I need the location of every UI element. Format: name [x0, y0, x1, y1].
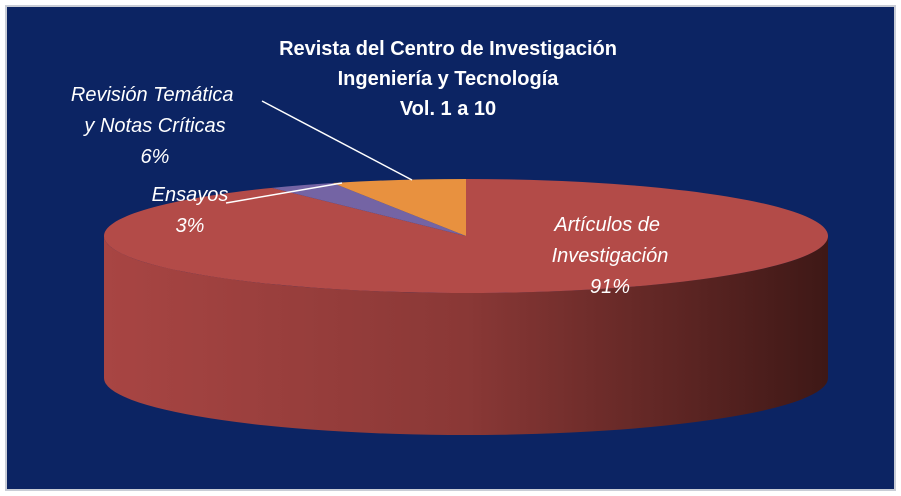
pie-slice	[272, 183, 466, 236]
label-line: Artículos de	[553, 214, 665, 236]
chart-title: Ingeniería y Tecnología	[338, 68, 560, 90]
labels: Artículos de Investigación 91% Ensayos 3% Re…	[71, 84, 668, 298]
label-line: Revisión Temática	[71, 84, 239, 106]
value-label: 3%	[176, 215, 205, 237]
slice-label: Revisión Temática y Notas Críticas	[71, 84, 239, 137]
label-line: Investigación	[552, 245, 669, 267]
pie-slice	[332, 179, 466, 236]
label-line: y Notas Críticas	[82, 115, 225, 137]
pie-side	[104, 236, 828, 435]
slice-label: Artículos de Investigación	[552, 214, 669, 267]
chart-title: Revista del Centro de Investigación	[279, 38, 617, 60]
value-label: 6%	[141, 146, 170, 168]
leader-line	[261, 100, 413, 181]
pie	[103, 179, 828, 435]
chart-title: Vol. 1 a 10	[400, 98, 496, 120]
slice-label: Ensayos	[152, 184, 229, 206]
value-label: 91%	[590, 276, 630, 298]
pie-slice	[103, 179, 828, 293]
leader-line	[225, 182, 343, 204]
label-line: Ensayos	[152, 184, 229, 206]
